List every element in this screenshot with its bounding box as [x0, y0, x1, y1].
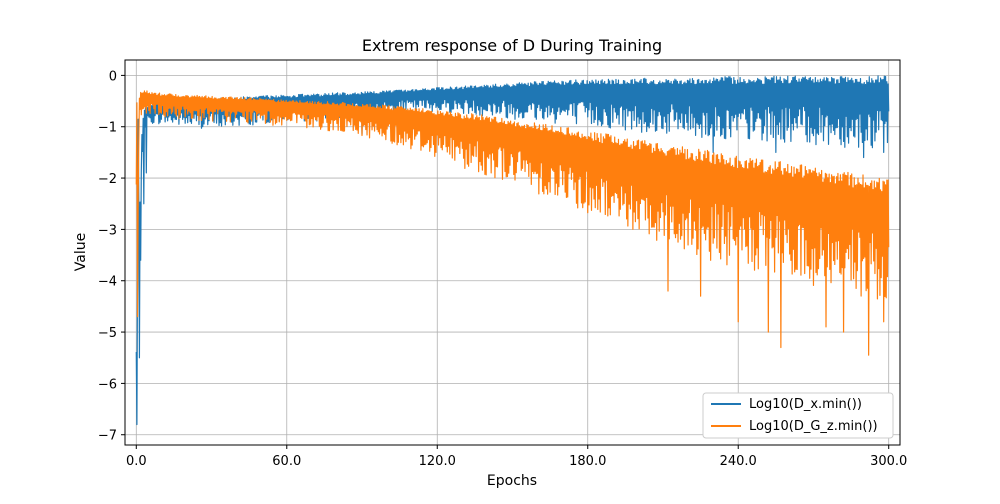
tick-layer: 0.0 60.0 120.0 180.0 240.0 300.0 0 −1 −2 −3 −4 −5 −6… [98, 69, 907, 469]
x-tick-label: 60.0 [272, 454, 301, 469]
x-tick-label: 120.0 [419, 454, 456, 469]
legend: Log10(D_x.min()) Log10(D_G_z.min()) [702, 392, 894, 439]
y-tick-label: −7 [98, 429, 117, 444]
plot-frame [124, 59, 901, 446]
y-tick-label: −5 [98, 326, 117, 341]
series-line-d-g-z [135, 90, 890, 356]
legend-box [702, 392, 894, 439]
chart-title: Extrem response of D During Training [362, 36, 662, 55]
legend-label-d-g-z: Log10(D_G_z.min()) [749, 419, 878, 434]
y-tick-label: −2 [98, 172, 117, 187]
y-tick-label: −6 [98, 377, 117, 392]
x-tick-label: 300.0 [870, 454, 907, 469]
x-tick-label: 240.0 [720, 454, 757, 469]
x-axis-label: Epochs [487, 473, 537, 489]
y-tick-label: −4 [98, 275, 117, 290]
y-axis-label: Value [73, 233, 89, 271]
x-tick-label: 0.0 [126, 454, 147, 469]
x-tick-label: 180.0 [569, 454, 606, 469]
y-tick-label: 0 [109, 69, 117, 84]
y-tick-label: −1 [98, 121, 117, 136]
y-tick-label: −3 [98, 223, 117, 238]
data-layer [135, 75, 890, 426]
legend-label-d-x: Log10(D_x.min()) [749, 397, 862, 412]
